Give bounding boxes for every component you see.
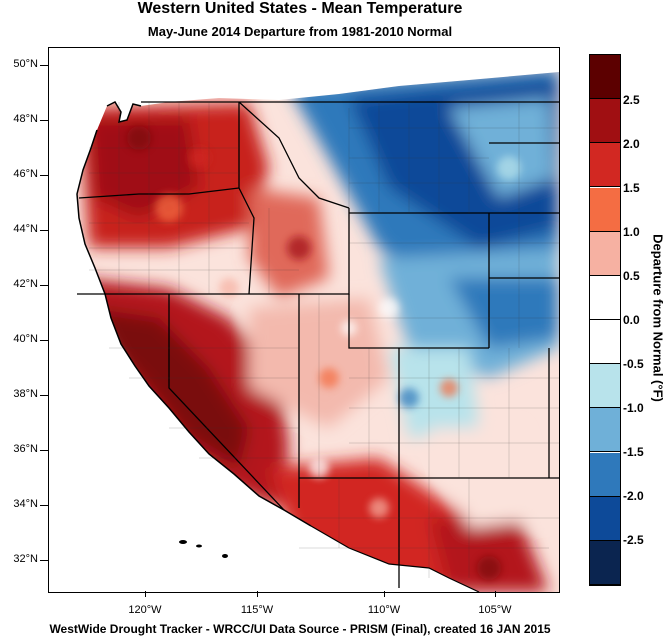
cb-label-neg-0-5: -0.5 (623, 357, 644, 371)
colorbar-segment (590, 408, 620, 453)
lat-label-38: 38°N (13, 388, 38, 400)
map-subtitle: May-June 2014 Departure from 1981-2010 N… (147, 24, 453, 39)
lat-label-40: 40°N (13, 333, 38, 345)
temperature-map (49, 48, 559, 592)
lat-label-46: 46°N (13, 168, 38, 180)
colorbar-segment (590, 540, 620, 585)
lat-label-36: 36°N (13, 443, 38, 455)
cb-label-0-5: 0.5 (623, 269, 640, 283)
colorbar-segment (590, 143, 620, 188)
colorbar-title: Departure from Normal (°F) (650, 234, 666, 402)
lon-label-120: 120°W (128, 604, 162, 616)
lon-label-105: 105°W (478, 604, 512, 616)
colorbar-segment (590, 99, 620, 144)
colorbar-segment (590, 496, 620, 541)
colorbar-segment (590, 275, 620, 320)
cb-label-1-0: 1.0 (623, 225, 640, 239)
cb-label-neg-2-0: -2.0 (623, 489, 644, 503)
footer-credit: WestWide Drought Tracker - WRCC/UI Data … (49, 622, 551, 636)
colorbar-segment (590, 231, 620, 276)
colorbar (589, 54, 621, 586)
cb-label-2-5: 2.5 (623, 93, 640, 107)
lat-label-48: 48°N (13, 113, 38, 125)
lat-label-32: 32°N (13, 553, 38, 565)
colorbar-segment (590, 55, 620, 100)
colorbar-segment (590, 364, 620, 409)
lon-label-110: 110°W (367, 604, 401, 616)
cb-label-1-5: 1.5 (623, 181, 640, 195)
cb-label-neg-2-5: -2.5 (623, 533, 644, 547)
cb-label-2-0: 2.0 (623, 137, 640, 151)
colorbar-segment (590, 187, 620, 232)
lat-label-44: 44°N (13, 223, 38, 235)
temperature-field (77, 72, 559, 592)
cb-label-neg-1-0: -1.0 (623, 401, 644, 415)
cb-label-neg-1-5: -1.5 (623, 445, 644, 459)
channel-islands (179, 540, 228, 558)
cb-label-0-0: 0.0 (623, 313, 640, 327)
colorbar-segment (590, 452, 620, 497)
colorbar-segment (590, 320, 620, 365)
lon-label-115: 115°W (240, 604, 274, 616)
lat-label-42: 42°N (13, 278, 38, 290)
lat-label-34: 34°N (13, 498, 38, 510)
lat-label-50: 50°N (13, 58, 38, 70)
map-area (48, 47, 560, 593)
county-lines (89, 102, 559, 578)
map-title: Western United States - Mean Temperature (137, 0, 463, 17)
